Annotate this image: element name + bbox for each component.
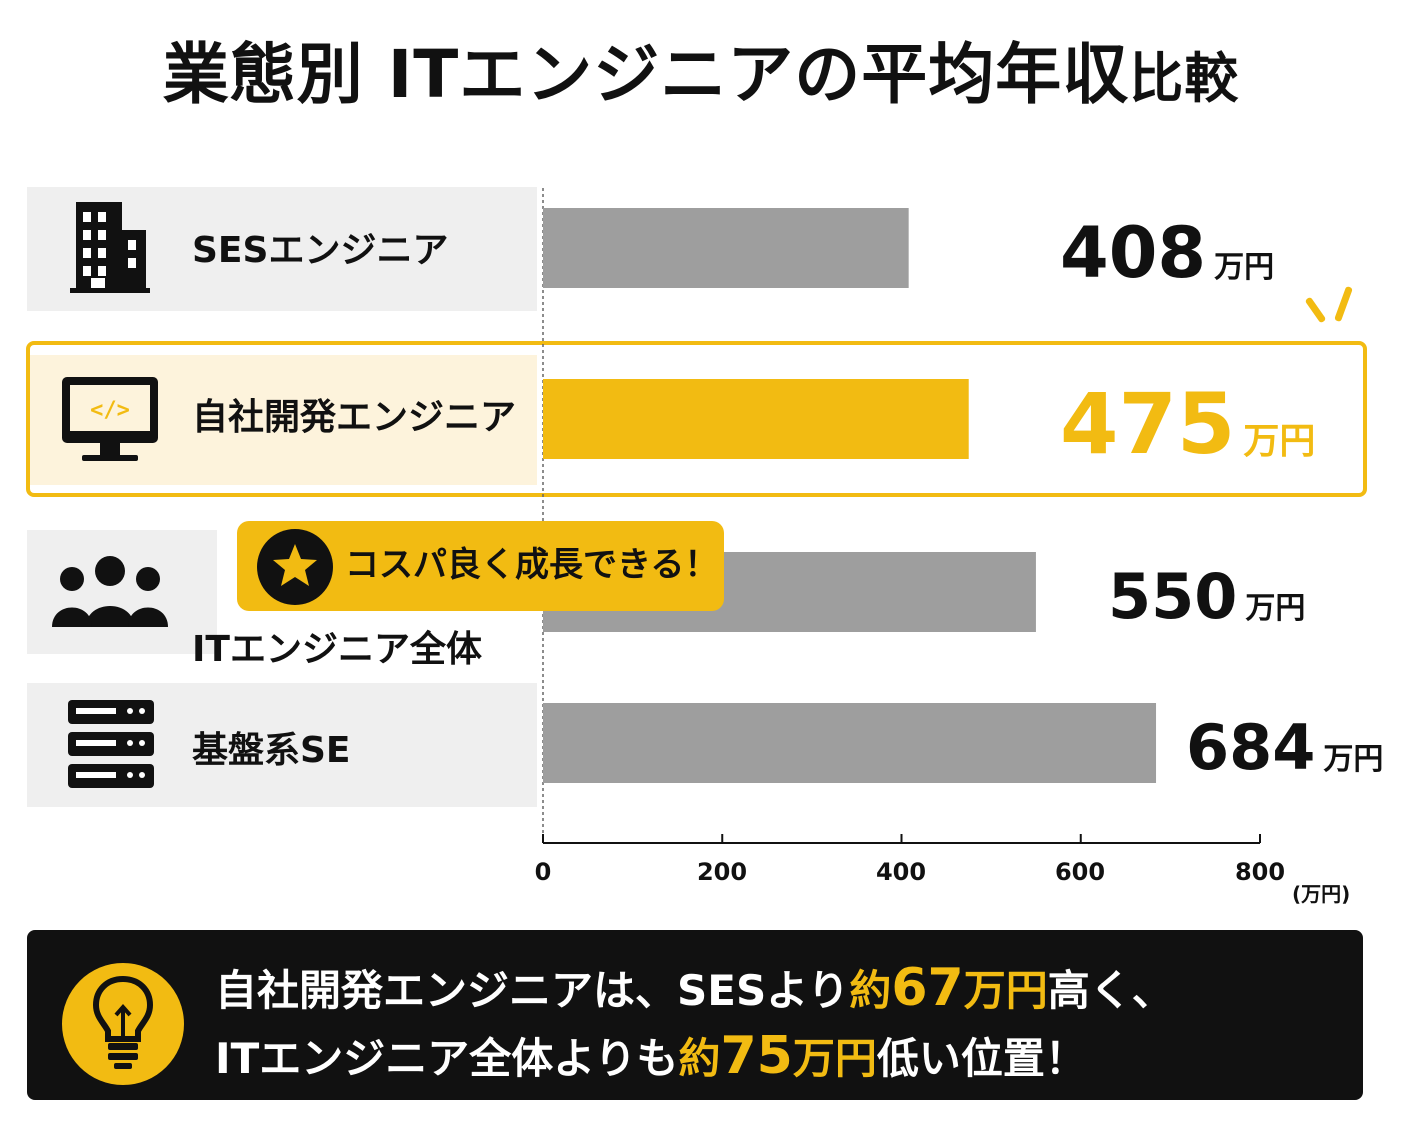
monitor-code-icon: </> <box>62 377 158 461</box>
server-icon <box>68 700 154 788</box>
summary-line-2: ITエンジニア全体よりも約75万円低い位置！ <box>215 1026 1087 1086</box>
value-label-it-all: 550 万円 <box>1108 560 1306 633</box>
row-label-ses: SESエンジニア <box>192 230 449 271</box>
lightbulb-icon <box>92 975 154 1069</box>
bar-infra <box>543 703 1157 783</box>
row-label-inhouse: 自社開発エンジニア <box>192 397 517 438</box>
x-axis-unit: (万円) <box>1292 882 1351 906</box>
row-label-it-all: ITエンジニア全体 <box>192 629 482 670</box>
value-label-infra: 684 万円 <box>1186 711 1384 784</box>
callout-text: コスパ良く成長できる！ <box>345 545 719 585</box>
svg-text:</>: </> <box>90 398 130 423</box>
x-tick-label-0: 0 <box>534 858 552 886</box>
summary-line-1: 自社開発エンジニアは、SESより約67万円高く、 <box>215 958 1174 1018</box>
row-label-infra: 基盤系SE <box>192 730 351 771</box>
title-tail: 比較 <box>1129 47 1240 110</box>
bar-ses <box>543 208 909 288</box>
x-tick-label-800: 800 <box>1234 858 1286 886</box>
row-bg-it-all <box>27 530 217 654</box>
page-title: 業態別 ITエンジニアの平均年収比較 <box>0 42 1402 108</box>
x-tick-label-200: 200 <box>696 858 748 886</box>
value-label-ses: 408 万円 <box>1060 212 1275 294</box>
x-tick-label-400: 400 <box>875 858 927 886</box>
title-main: 業態別 ITエンジニアの平均年収 <box>162 36 1130 113</box>
people-icon <box>52 556 168 627</box>
building-icon <box>70 202 150 293</box>
value-label-inhouse: 475 万円 <box>1060 375 1316 473</box>
x-tick-label-600: 600 <box>1054 858 1106 886</box>
highlight-frame <box>26 341 1367 497</box>
bar-inhouse <box>543 379 969 459</box>
summary-box <box>27 930 1363 1100</box>
star-icon <box>273 544 317 586</box>
